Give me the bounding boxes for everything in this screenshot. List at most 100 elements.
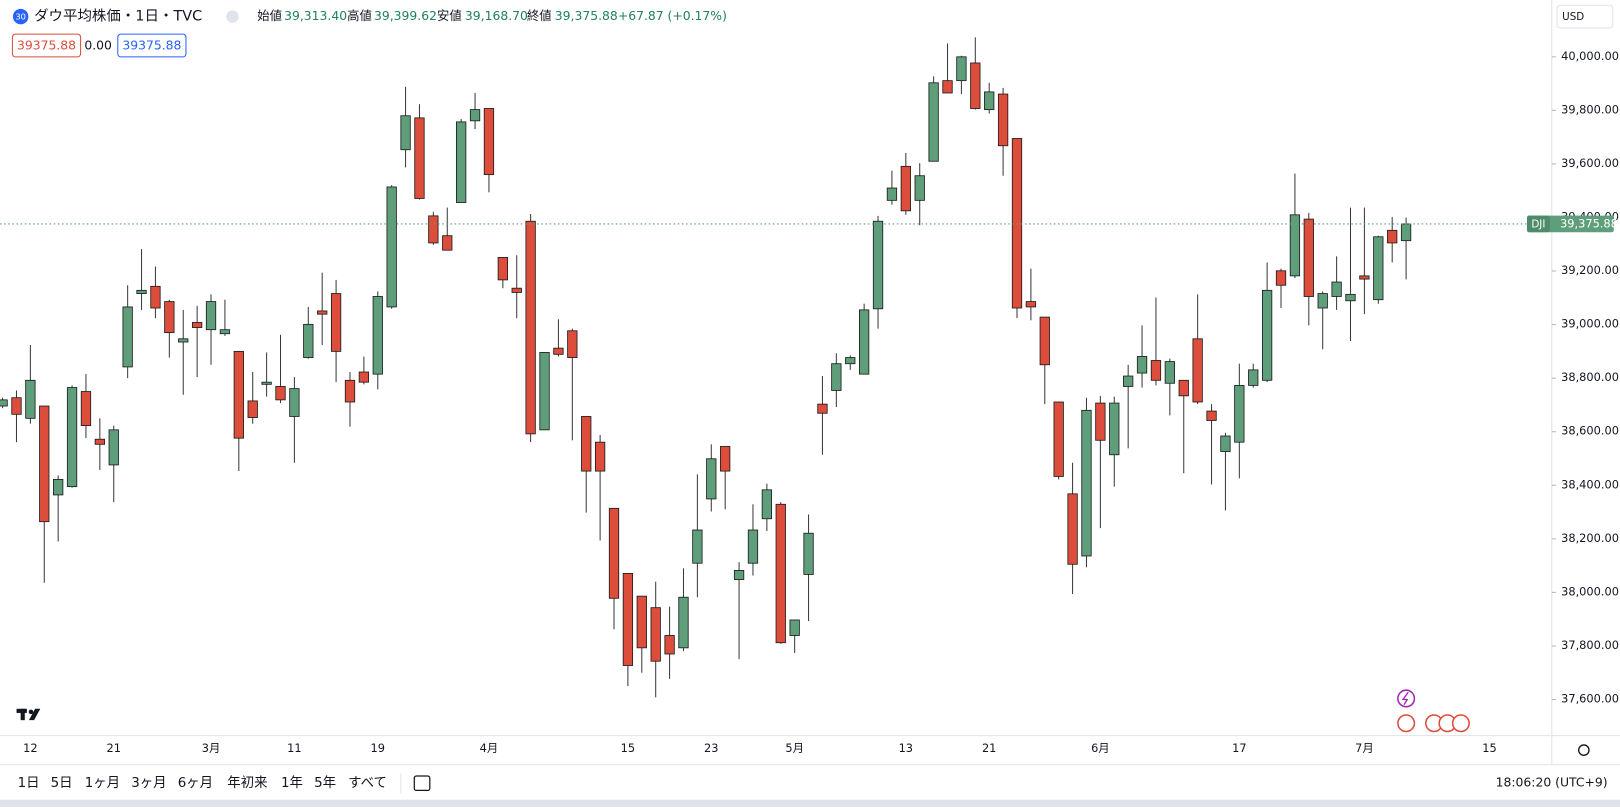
event-icon[interactable]	[1397, 689, 1416, 708]
x-tick-label: 11	[287, 741, 301, 755]
candle-body	[956, 56, 967, 82]
candle-body	[122, 306, 133, 368]
y-tick-label: 40,000.00	[1561, 49, 1619, 63]
candle-body	[775, 503, 786, 644]
candle-body	[678, 596, 689, 649]
candle-body	[1123, 375, 1134, 387]
candle-body	[692, 529, 703, 564]
y-tick-label: 39,600.00	[1561, 156, 1619, 170]
candle-body	[53, 478, 64, 496]
date-range-icon[interactable]	[413, 775, 431, 792]
candle-body	[720, 446, 731, 472]
flag-icon[interactable]	[1451, 714, 1470, 733]
candle-body	[942, 80, 953, 94]
x-tick-label: 3月	[202, 741, 221, 755]
candle-body	[289, 388, 300, 417]
candle-body	[636, 595, 647, 649]
candle-body	[1136, 356, 1148, 374]
candle-body	[1387, 229, 1398, 244]
candle-body	[1192, 338, 1203, 403]
candle-body	[789, 619, 800, 636]
range-button[interactable]: すべて	[348, 775, 387, 791]
ohlc-label: 始値	[257, 8, 282, 23]
range-button[interactable]: 3ヶ月	[131, 776, 166, 791]
candle-body	[66, 387, 78, 488]
candle-body	[80, 391, 92, 426]
candle-body	[178, 338, 189, 343]
candle-body	[1039, 316, 1050, 366]
value-box-text: 0.00	[84, 38, 112, 53]
candle-body	[1025, 301, 1037, 308]
candle-body	[581, 416, 592, 472]
settings-icon[interactable]	[1578, 744, 1590, 756]
range-button[interactable]: 6ヶ月	[178, 776, 213, 791]
range-button[interactable]: 年初来	[227, 775, 267, 791]
candle-body	[539, 352, 550, 431]
candle-body	[233, 350, 244, 439]
candle-body	[1289, 214, 1301, 277]
candle-body	[25, 379, 36, 419]
ohlc-label: 高値	[347, 8, 372, 23]
ohlc-value: 39,313.40	[284, 8, 347, 23]
candle-body	[872, 220, 884, 310]
events[interactable]	[1397, 689, 1470, 733]
x-tick-label: 21	[982, 741, 996, 755]
candle-body	[1234, 384, 1245, 443]
candle-body	[400, 115, 411, 151]
x-tick-label: 6月	[1091, 741, 1110, 755]
x-tick-label: 7月	[1355, 741, 1374, 755]
range-button[interactable]: 5年	[314, 775, 336, 791]
status-dot[interactable]	[226, 10, 239, 23]
range-button[interactable]: 1ヶ月	[85, 776, 120, 791]
candle-body	[247, 400, 258, 418]
candle-body	[594, 441, 606, 472]
bottom-strip	[0, 799, 1620, 807]
candle-body	[0, 399, 8, 407]
candle-body	[1053, 401, 1064, 477]
candle-body	[553, 347, 564, 355]
symbol-title[interactable]: ダウ平均株価・1日・TVC	[34, 8, 202, 25]
ohlc-label: 終値	[527, 8, 552, 23]
candle-body	[817, 403, 828, 414]
candle-body	[275, 386, 286, 401]
x-tick-label: 23	[704, 741, 718, 755]
value-box	[82, 34, 114, 57]
candle-body	[442, 235, 453, 251]
candle-body	[261, 381, 272, 385]
candle-body	[456, 121, 467, 203]
value-box-text: 39375.88	[122, 38, 181, 53]
candle-body	[886, 187, 898, 201]
candle-body	[386, 186, 397, 308]
candle-body	[219, 329, 231, 335]
candle-body	[831, 363, 842, 391]
y-tick-label: 38,200.00	[1561, 531, 1619, 545]
flag-icon[interactable]	[1397, 714, 1416, 733]
candle-body	[733, 570, 745, 580]
range-button[interactable]: 5日	[51, 776, 73, 791]
range-button[interactable]: 1年	[281, 775, 303, 791]
y-tick-label: 39,000.00	[1561, 317, 1619, 331]
ohlc-value: 39,375.88	[555, 8, 618, 23]
x-tick-label: 12	[23, 741, 37, 755]
candle-body	[1373, 236, 1384, 301]
price-label-symbol: DJI	[1531, 218, 1545, 230]
value-box	[11, 33, 82, 58]
price-label-symbol-bg	[1527, 215, 1550, 233]
currency-button[interactable]	[1556, 4, 1614, 29]
candle-body	[1359, 275, 1370, 280]
candle-body	[1317, 293, 1328, 309]
candle-body	[108, 429, 119, 466]
candle-body	[1095, 402, 1106, 441]
candle-body	[803, 532, 814, 575]
currency[interactable]: USD	[1562, 11, 1584, 23]
candle-body	[303, 323, 314, 358]
candle-body	[1220, 435, 1231, 452]
candle-body	[845, 357, 856, 365]
clock[interactable]: 18:06:20 (UTC+9)	[1496, 775, 1608, 790]
x-tick-label: 13	[899, 741, 913, 755]
range-button[interactable]: 1日	[18, 776, 40, 791]
candle-body	[1303, 218, 1314, 297]
candle-body	[205, 301, 217, 331]
candle-body	[414, 117, 425, 199]
